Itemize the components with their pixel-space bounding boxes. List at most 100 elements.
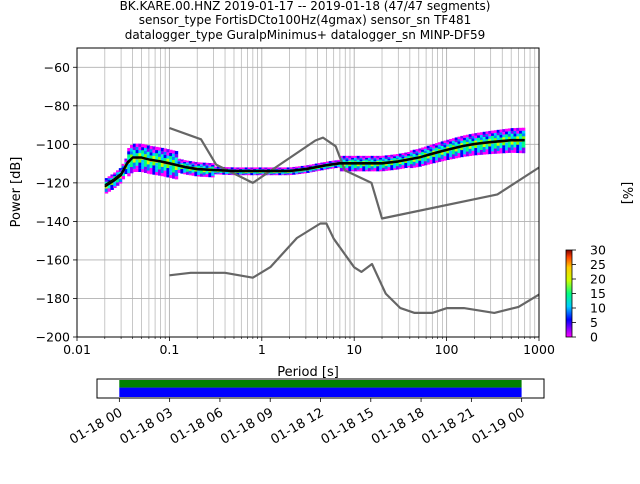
heatmap-cell [421,151,425,154]
x-tick-label: 1000 [523,342,555,357]
heatmap-cell [454,151,459,154]
heatmap-cell [351,164,355,167]
heatmap-cell [482,131,487,135]
heatmap-cell [379,155,383,158]
y-axis-label: Power [dB] [9,157,24,228]
heatmap-cell [174,154,179,158]
heatmap-cell [449,145,453,149]
heatmap-cell [507,131,512,134]
heatmap-cell [348,160,352,163]
heatmap-cell [141,150,145,154]
heatmap-cell [485,146,489,150]
heatmap-cell [177,163,181,166]
heatmap-cell [513,128,517,131]
heatmap-cell [502,150,506,154]
heatmap-cell [370,164,375,167]
heatmap-cell [169,174,173,179]
heatmap-cell [158,172,162,176]
heatmap-cell [311,164,316,166]
heatmap-cell [513,147,517,151]
heatmap-cell [183,167,187,170]
heatmap-cell [499,145,503,149]
heatmap-cell [365,157,369,160]
heatmap-cell [401,161,405,164]
heatmap-cell [393,157,397,160]
heatmap-cell [205,172,209,174]
heatmap-cell [488,151,492,155]
y-tick-label: −120 [36,175,70,190]
heatmap-cell [174,176,179,180]
heatmap-cell [345,167,349,170]
heatmap-cell [421,149,425,152]
heatmap-cell [457,143,461,147]
heatmap-cell [155,153,159,157]
heatmap-cell [155,171,159,176]
availability-tick-label: 01-18 12 [268,405,326,447]
availability-tick-label: 01-18 09 [218,405,276,447]
heatmap-cell [505,142,509,146]
heatmap-cell [435,158,439,161]
heatmap-cell [443,153,447,157]
heatmap-cell [185,162,190,165]
heatmap-cell [423,150,428,154]
heatmap-cell [166,164,170,169]
heatmap-cell [359,159,363,162]
heatmap-cell [496,135,501,138]
heatmap-cell [381,165,386,168]
title-line-1: BK.KARE.00.HNZ 2019-01-17 -- 2019-01-18 … [120,0,491,13]
heatmap-cell [116,170,120,173]
heatmap-cell [149,167,153,172]
heatmap-cell [135,149,140,154]
heatmap-cell [199,170,204,173]
heatmap-cell [138,159,142,163]
heatmap-cell [342,164,347,167]
heatmap-cell [507,144,512,148]
heatmap-cell [180,162,184,165]
heatmap-cell [320,162,324,165]
heatmap-cell [488,133,492,137]
availability-tick-label: 01-18 06 [168,405,226,447]
heatmap-cell [348,169,352,172]
heatmap-cell [191,163,195,165]
heatmap-cell [121,175,126,178]
heatmap-cell [188,170,193,173]
heatmap-cell [127,163,131,167]
heatmap-cell [339,157,344,160]
heatmap-cell [202,165,207,168]
heatmap-cell [510,133,515,137]
heatmap-cell [384,155,389,158]
heatmap-cell [393,162,397,165]
new-low-noise-model-line [169,222,539,314]
heatmap-cell [236,167,240,170]
heatmap-cell [437,144,442,147]
heatmap-cell [160,172,165,177]
heatmap-cell [158,156,162,161]
heatmap-cell [409,154,414,157]
heatmap-cell [241,167,246,170]
heatmap-cell [183,161,187,164]
heatmap-cell [247,167,251,170]
heatmap-cell [446,139,450,143]
heatmap-cell [185,168,190,171]
heatmap-cell [107,186,112,189]
heatmap-cell [415,161,419,164]
heatmap-cell [519,147,523,151]
heatmap-cell [384,167,389,170]
availability-tick-label: 01-18 21 [419,405,477,447]
heatmap-cell [387,158,391,161]
heatmap-cell [353,157,358,160]
heatmap-cell [144,166,148,170]
heatmap-cell [130,163,134,168]
x-axis-label: Period [s] [277,365,339,380]
heatmap-cell [130,166,134,171]
heatmap-cell [451,140,456,143]
heatmap-cell [356,167,361,170]
heatmap-cell [116,183,120,186]
heatmap-cell [446,153,450,156]
heatmap-cell [149,152,153,156]
heatmap-cell [381,169,386,172]
heatmap-cell [138,143,142,147]
heatmap-cell [390,164,394,167]
